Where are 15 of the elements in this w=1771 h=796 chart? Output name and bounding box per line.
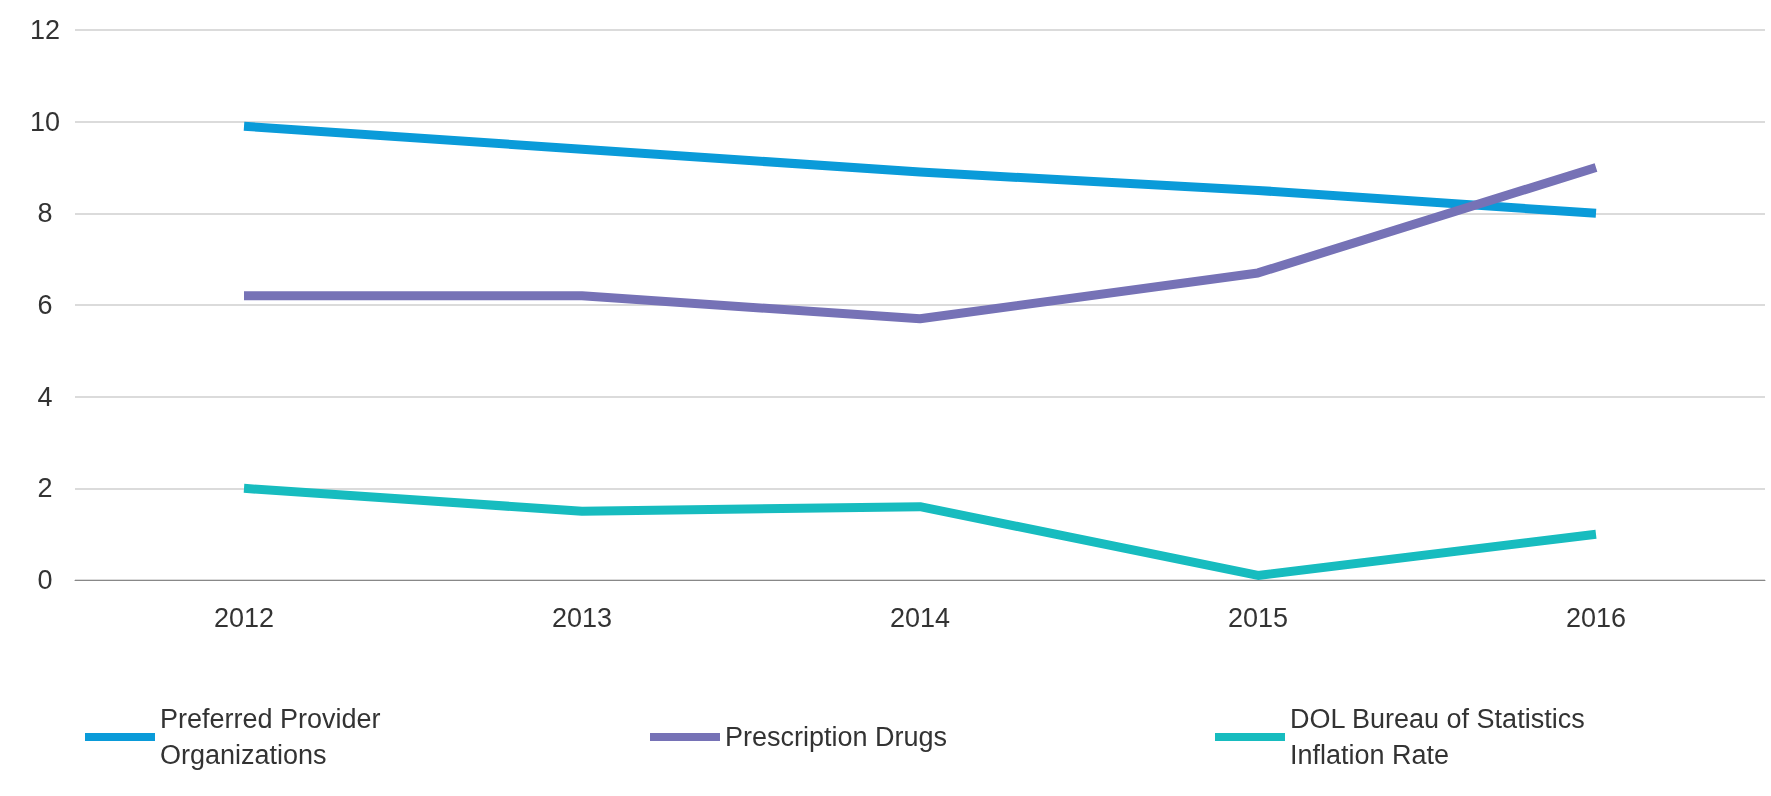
y-tick-label: 6 [37, 290, 53, 320]
legend-label: Preferred Provider Organizations [160, 704, 389, 770]
legend-label: Prescription Drugs [725, 722, 948, 752]
legend-label: DOL Bureau of Statistics Inflation Rate [1290, 704, 1593, 770]
y-tick-label: 8 [37, 198, 53, 229]
y-tick-label: 0 [37, 565, 53, 595]
x-tick-label: 2012 [213, 602, 275, 633]
y-tick-label: 2 [37, 473, 53, 504]
y-tick-label: 12 [29, 15, 61, 45]
x-tick-label: 2016 [1565, 602, 1627, 633]
x-tick-label: 2014 [889, 602, 951, 633]
x-tick-label: 2015 [1227, 602, 1289, 633]
y-tick-label: 10 [29, 106, 61, 137]
y-tick-label: 4 [37, 381, 53, 412]
x-tick-label: 2013 [551, 602, 613, 633]
